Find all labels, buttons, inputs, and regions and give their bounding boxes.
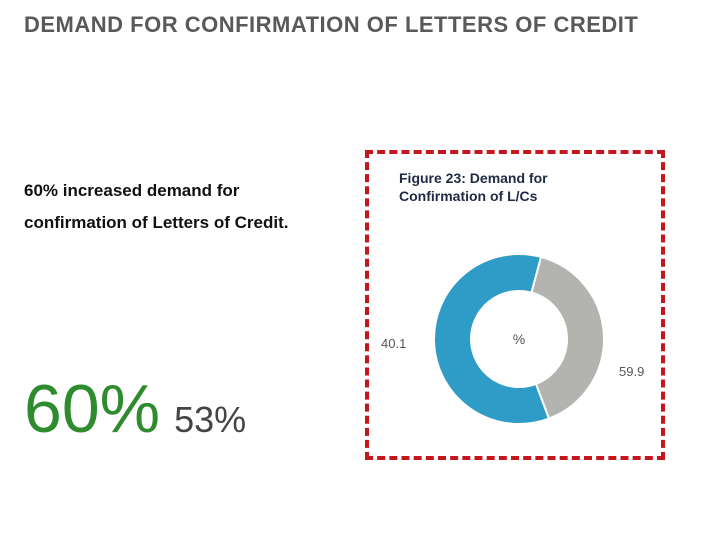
- body-text: 60% increased demand for confirmation of…: [24, 175, 344, 240]
- segment-label-right: 59.9: [619, 364, 644, 379]
- page-title: DEMAND FOR CONFIRMATION OF LETTERS OF CR…: [24, 12, 700, 38]
- body-line-2: confirmation of Letters of Credit.: [24, 207, 344, 239]
- stats-row: 60% 53%: [24, 370, 246, 448]
- stat-primary: 60%: [24, 370, 160, 448]
- slide: DEMAND FOR CONFIRMATION OF LETTERS OF CR…: [0, 0, 720, 540]
- figure-box: Figure 23: Demand for Confirmation of L/…: [365, 150, 665, 460]
- donut-chart: [369, 154, 669, 464]
- donut-segment: [434, 254, 549, 424]
- segment-label-left: 40.1: [381, 336, 406, 351]
- donut-center-label: %: [513, 331, 525, 347]
- donut-segment: [531, 257, 604, 419]
- body-line-1: 60% increased demand for: [24, 175, 344, 207]
- stat-secondary: 53%: [174, 399, 246, 441]
